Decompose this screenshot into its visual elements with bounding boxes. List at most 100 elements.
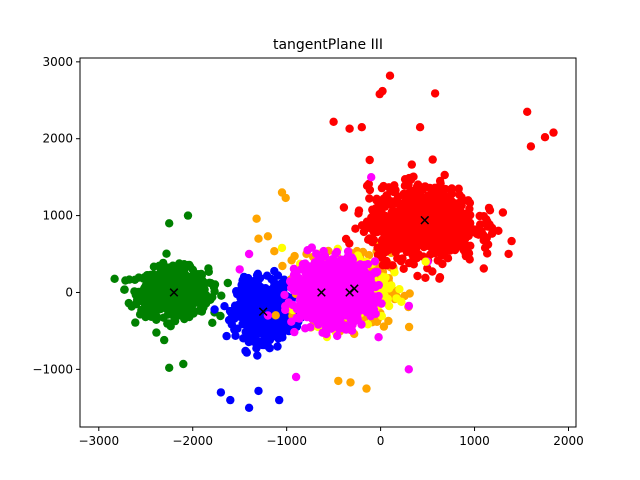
scatter-point (305, 272, 315, 282)
scatter-point (186, 304, 195, 313)
scatter-point (346, 378, 355, 387)
scatter-point (291, 284, 300, 293)
scatter-point (248, 291, 257, 301)
scatter-point (354, 209, 363, 218)
scatter-point (245, 324, 254, 333)
scatter-point (446, 226, 456, 235)
scatter-point (165, 219, 174, 228)
scatter-point (331, 299, 340, 308)
scatter-point (367, 173, 376, 182)
scatter-point (160, 272, 169, 282)
x-tick-label: 1000 (459, 434, 490, 448)
scatter-point (395, 285, 404, 294)
scatter-point (540, 133, 550, 142)
scatter-point (270, 266, 279, 276)
scatter-point (404, 173, 414, 183)
scatter-point (175, 311, 185, 320)
scatter-point (526, 142, 536, 151)
scatter-point (376, 213, 385, 222)
scatter-point (216, 388, 226, 397)
scatter-point (229, 310, 239, 319)
scatter-point (259, 285, 269, 295)
x-tick-label: 0 (377, 434, 385, 448)
scatter-point (296, 309, 305, 318)
scatter-point (210, 287, 219, 296)
scatter-point (449, 239, 458, 249)
x-tick-label: −1000 (266, 434, 307, 448)
scatter-point (222, 331, 231, 341)
scatter-point (247, 336, 256, 345)
scatter-point (244, 249, 254, 259)
scatter-point (430, 183, 440, 192)
scatter-point (210, 305, 219, 314)
scatter-point (290, 251, 299, 261)
scatter-point (171, 292, 180, 301)
scatter-point (366, 305, 375, 315)
scatter-point (350, 298, 359, 307)
scatter-point (430, 89, 440, 98)
scatter-point (168, 266, 177, 275)
scatter-point (365, 270, 374, 279)
scatter-point (313, 304, 323, 313)
scatter-point (367, 213, 376, 222)
scatter-point (384, 283, 393, 293)
scatter-point (339, 203, 349, 212)
scatter-point (353, 315, 362, 324)
scatter-point (378, 261, 388, 270)
scatter-point (183, 211, 193, 220)
scatter-point (227, 320, 236, 329)
scatter-point (374, 333, 383, 342)
scatter-point (280, 290, 289, 300)
scatter-point (270, 331, 279, 340)
scatter-point (242, 348, 251, 357)
scatter-point (328, 255, 337, 264)
scatter-point (158, 289, 168, 298)
scatter-point (365, 155, 374, 165)
scatter-point (125, 275, 134, 284)
scatter-point (479, 212, 488, 221)
scatter-point (133, 295, 142, 304)
scatter-point (407, 224, 416, 233)
scatter-point (410, 233, 419, 242)
scatter-point (435, 274, 444, 283)
scatter-point (208, 318, 217, 327)
scatter-point (217, 291, 226, 300)
scatter-point (312, 249, 321, 258)
scatter-point (345, 239, 354, 248)
scatter-point (426, 199, 435, 208)
scatter-point (428, 267, 437, 276)
scatter-point (361, 278, 371, 288)
scatter-point (333, 331, 342, 341)
scatter-point (270, 247, 279, 256)
scatter-point (329, 117, 338, 127)
scatter-point (479, 236, 488, 245)
scatter-point (364, 235, 373, 244)
scatter-point (488, 226, 497, 235)
scatter-point (326, 308, 335, 318)
scatter-point (187, 275, 196, 284)
scatter-point (204, 264, 213, 273)
scatter-point (421, 257, 430, 266)
scatter-point (366, 290, 375, 299)
scatter-point (431, 221, 440, 230)
scatter-point (415, 123, 425, 132)
scatter-point (355, 268, 364, 277)
scatter-point (291, 372, 301, 382)
scatter-point (420, 241, 429, 250)
y-tick-label: 1000 (42, 209, 73, 223)
scatter-point (297, 265, 306, 274)
scatter-point (397, 199, 406, 208)
scatter-point (187, 281, 196, 291)
scatter-point (220, 302, 229, 311)
scatter-point (383, 232, 392, 242)
scatter-point (385, 213, 395, 223)
scatter-point (276, 324, 285, 333)
points-layer (110, 71, 558, 412)
scatter-point (189, 295, 198, 304)
scatter-point (179, 359, 188, 369)
scatter-point (378, 200, 387, 209)
y-tick-label: 0 (65, 285, 73, 299)
scatter-point (160, 335, 169, 345)
scatter-point (287, 317, 296, 326)
